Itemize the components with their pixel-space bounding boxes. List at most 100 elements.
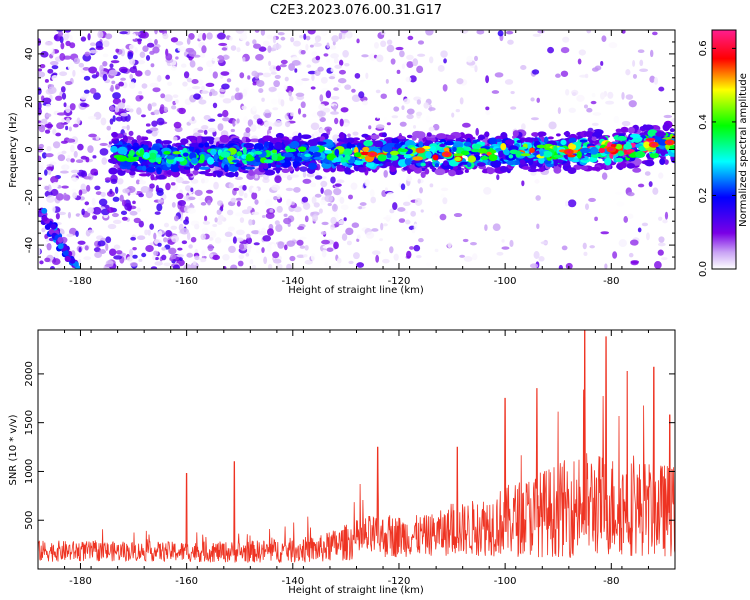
spectrogram-blob — [474, 55, 478, 62]
spectrogram-blob — [589, 245, 595, 249]
spectrogram-blob — [60, 42, 65, 50]
spectrogram-blob — [124, 203, 132, 211]
spectrogram-blob — [416, 99, 422, 105]
spectrogram-blob — [594, 216, 598, 222]
spectrogram-blob — [323, 53, 329, 57]
spectrogram-blob — [75, 230, 79, 237]
spectrogram-blob — [208, 237, 214, 241]
spectrogram-blob — [315, 55, 321, 61]
spectrogram-blob — [194, 255, 200, 261]
spectrogram-blob — [344, 84, 352, 90]
ridge-blob — [129, 170, 136, 176]
spectrogram-blob — [136, 207, 141, 213]
spectrogram-blob — [130, 236, 136, 241]
ridge-blob — [145, 166, 156, 173]
spectrogram-blob — [52, 128, 57, 135]
spectrogram-blob — [389, 208, 395, 214]
spectrogram-blob — [510, 106, 517, 110]
spectrogram-blob — [311, 51, 318, 57]
spectrogram-blob — [132, 33, 137, 40]
spectrogram-blob — [290, 112, 294, 117]
spectrogram-blob — [362, 100, 369, 106]
ridge-blob — [591, 136, 597, 142]
ridge-blob — [370, 134, 380, 140]
ridge-blob — [180, 138, 189, 145]
spectrogram-blob — [236, 237, 244, 242]
spectrogram-blob — [428, 56, 434, 64]
spectrogram-blob — [314, 193, 322, 198]
spectrogram-blob — [302, 178, 312, 184]
spectrogram-blob — [99, 142, 108, 146]
spectrogram-blob — [272, 251, 280, 259]
spectrogram-blob — [145, 245, 154, 253]
spectrogram-blob — [283, 213, 288, 217]
spectrogram-blob — [160, 93, 166, 99]
ridge-blob — [439, 143, 446, 148]
spectrogram-blob — [161, 246, 167, 251]
spectrogram-blob — [254, 199, 259, 205]
ridge-blob — [508, 154, 514, 159]
ridge-blob — [161, 140, 173, 145]
spectrogram-blob — [108, 69, 118, 76]
x-tick-label: -180 — [69, 276, 92, 287]
spectrogram-blob — [443, 58, 447, 64]
spectrogram-blob — [112, 92, 121, 100]
spectrogram-streak — [41, 215, 48, 222]
ridge-blob — [198, 143, 204, 148]
spectrogram-blob — [251, 211, 260, 216]
spectrogram-blob — [177, 46, 187, 52]
spectrogram-blob — [182, 81, 188, 87]
spectrogram-blob — [191, 86, 201, 90]
spectrogram-blob — [509, 239, 514, 248]
spectrogram-blob — [323, 107, 331, 113]
spectrogram-blob — [75, 159, 84, 164]
spectrogram-blob — [60, 86, 66, 93]
spectrogram-blob — [475, 127, 479, 136]
spectrogram-blob — [320, 199, 327, 205]
ridge-blob — [220, 151, 231, 158]
spectrogram-blob — [409, 75, 417, 83]
spectrogram-blob — [94, 251, 103, 258]
spectrogram-blob — [81, 233, 88, 240]
spectrogram-blob — [485, 109, 491, 116]
spectrogram-blob — [208, 67, 213, 74]
spectrogram-blob — [588, 197, 596, 203]
spectrogram-blob — [181, 240, 188, 245]
spectrogram-blob — [632, 73, 637, 79]
spectrogram-blob — [235, 87, 240, 92]
spectrogram-blob — [87, 33, 91, 41]
spectrogram-blob — [246, 233, 251, 239]
spectrogram-blob — [38, 247, 41, 255]
ridge-blob — [149, 152, 157, 160]
y-tick-label: 1000 — [24, 459, 35, 484]
ridge-blob — [150, 173, 155, 181]
spectrogram-blob — [386, 39, 393, 45]
spectrogram-blob — [84, 130, 88, 135]
spectrogram-blob — [223, 238, 231, 242]
ridge-blob — [307, 139, 318, 147]
spectrogram-blob — [277, 32, 285, 36]
spectrogram-blob — [55, 132, 62, 137]
spectrogram-blob — [113, 244, 121, 250]
spectrogram-blob — [306, 172, 315, 178]
x-tick-label: -120 — [388, 276, 411, 287]
spectrogram-blob — [534, 179, 540, 184]
spectrogram-blob — [63, 33, 69, 41]
spectrogram-blob — [197, 66, 204, 72]
spectrogram-blob — [331, 203, 338, 212]
ridge-blob — [334, 148, 340, 156]
spectrogram-blob — [616, 201, 625, 207]
colorbar-border — [711, 29, 737, 270]
ridge-blob — [139, 149, 145, 156]
spectrogram-blob — [275, 224, 283, 232]
spectrogram-blob — [237, 260, 244, 267]
ridge-blob — [480, 155, 489, 161]
ridge-blob — [410, 160, 420, 164]
ridge-blob — [344, 154, 351, 161]
ridge-blob — [478, 148, 488, 154]
spectrogram-blob — [591, 122, 599, 127]
ridge-blob — [353, 160, 363, 166]
spectrogram-blob — [330, 111, 340, 115]
spectrogram-blob — [380, 40, 387, 48]
spectrogram-blob — [641, 222, 649, 227]
